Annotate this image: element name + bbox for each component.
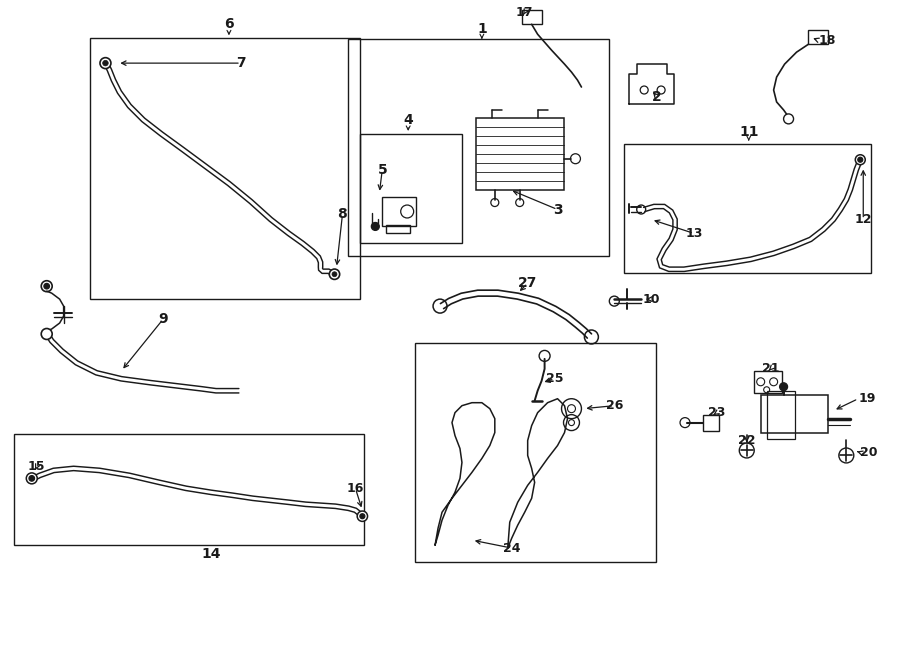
Circle shape xyxy=(855,155,865,165)
Text: 15: 15 xyxy=(28,460,46,473)
Bar xyxy=(625,144,871,273)
Text: 18: 18 xyxy=(818,34,836,47)
Circle shape xyxy=(360,514,364,519)
Circle shape xyxy=(784,114,794,124)
Circle shape xyxy=(41,281,52,292)
Text: 14: 14 xyxy=(202,547,220,561)
Circle shape xyxy=(29,475,34,481)
Text: 12: 12 xyxy=(854,213,872,226)
Bar xyxy=(522,11,542,24)
Text: 21: 21 xyxy=(762,362,779,375)
Circle shape xyxy=(103,60,108,66)
Text: 11: 11 xyxy=(739,125,759,139)
Bar xyxy=(808,30,828,44)
Bar xyxy=(476,118,563,190)
Text: 1: 1 xyxy=(477,22,487,36)
Text: 3: 3 xyxy=(553,202,562,217)
Bar xyxy=(386,225,410,233)
Text: 2: 2 xyxy=(652,90,662,104)
Circle shape xyxy=(41,329,52,340)
Text: 25: 25 xyxy=(545,372,563,385)
Text: 7: 7 xyxy=(236,56,246,70)
Text: 26: 26 xyxy=(606,399,623,412)
Bar xyxy=(703,414,719,430)
Text: 4: 4 xyxy=(403,113,413,127)
Bar xyxy=(348,39,609,256)
Text: 6: 6 xyxy=(224,17,234,31)
Circle shape xyxy=(858,157,863,162)
Circle shape xyxy=(44,284,50,289)
Text: 13: 13 xyxy=(685,227,703,240)
Text: 22: 22 xyxy=(738,434,755,447)
Bar xyxy=(415,343,656,562)
Text: 27: 27 xyxy=(518,276,537,290)
Text: 24: 24 xyxy=(503,541,520,555)
Bar xyxy=(14,434,364,545)
Text: 5: 5 xyxy=(377,163,387,176)
Circle shape xyxy=(372,223,379,231)
Circle shape xyxy=(779,383,788,391)
Circle shape xyxy=(26,473,37,484)
Text: 8: 8 xyxy=(338,208,347,221)
Text: 17: 17 xyxy=(516,6,534,19)
Bar xyxy=(760,395,828,432)
Text: 23: 23 xyxy=(708,406,725,419)
Bar xyxy=(382,196,416,227)
Bar xyxy=(767,391,795,438)
Text: 9: 9 xyxy=(158,312,168,326)
Circle shape xyxy=(357,511,367,522)
Circle shape xyxy=(332,272,337,277)
Text: 16: 16 xyxy=(346,482,364,495)
Text: 19: 19 xyxy=(859,392,876,405)
Text: 10: 10 xyxy=(643,293,660,305)
Circle shape xyxy=(329,269,339,280)
Circle shape xyxy=(100,58,111,69)
Bar xyxy=(360,134,462,243)
Bar xyxy=(753,371,781,393)
Bar xyxy=(89,38,360,299)
Text: 20: 20 xyxy=(860,446,878,459)
